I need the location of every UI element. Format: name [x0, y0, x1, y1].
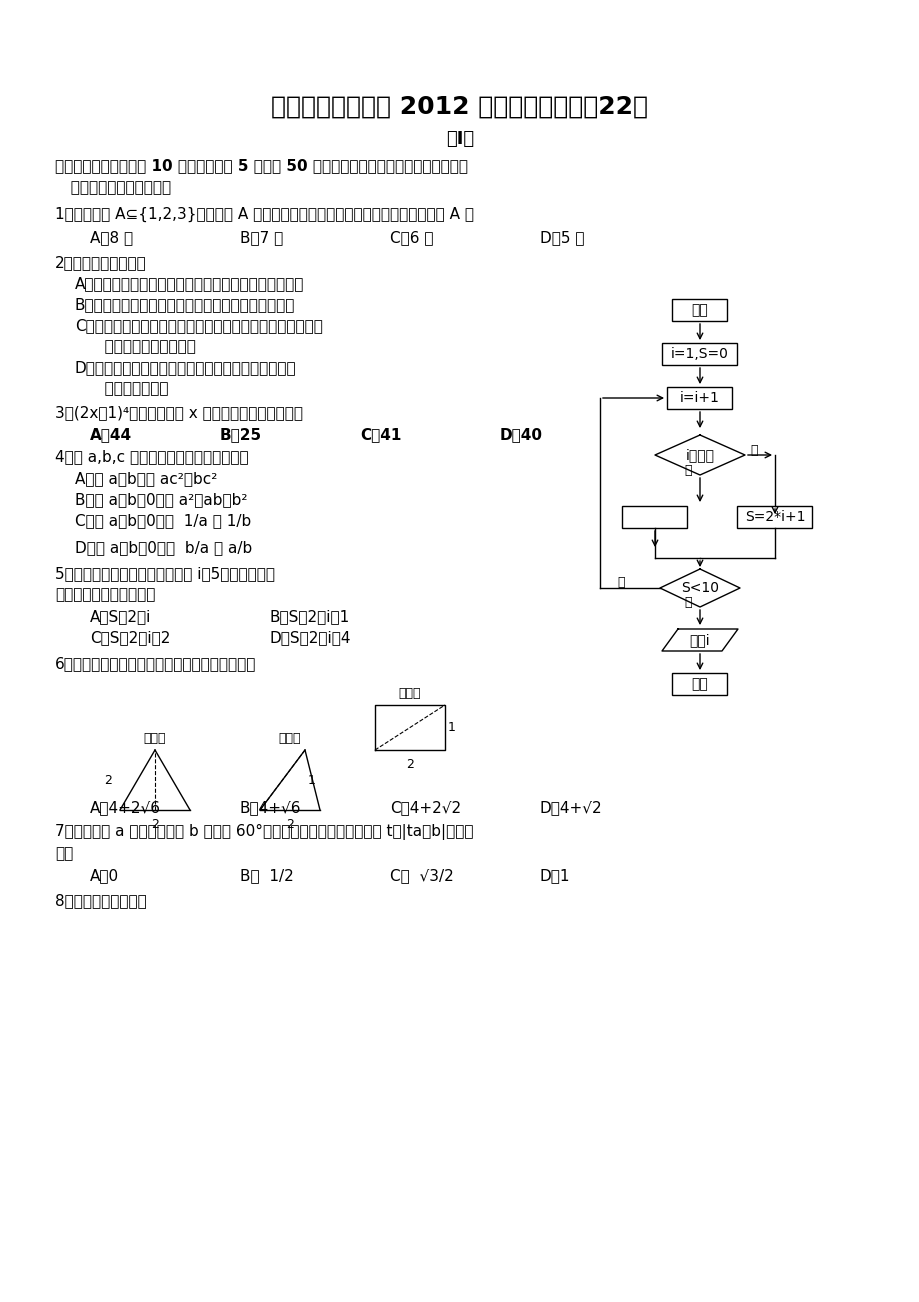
Text: C．6 个: C．6 个: [390, 230, 433, 245]
Text: 4．若 a,b,c 为实数，则下列命题正确的是: 4．若 a,b,c 为实数，则下列命题正确的是: [55, 449, 248, 464]
Text: A．若 a＞b，则 ac²＞bc²: A．若 a＞b，则 ac²＞bc²: [75, 471, 217, 486]
Text: 8．下列命题正确的是: 8．下列命题正确的是: [55, 893, 147, 907]
FancyBboxPatch shape: [672, 673, 727, 695]
Text: 直线一定平行．: 直线一定平行．: [90, 381, 168, 396]
Text: 7．已知向量 a 是与单位向量 b 夹角为 60°的任意向量，则对任意正实数 t，|ta－b|的最小: 7．已知向量 a 是与单位向量 b 夹角为 60°的任意向量，则对任意正实数 t…: [55, 824, 473, 840]
Text: 5．阅读右侧程序框图，如果输出 i＝5，那么在空白: 5．阅读右侧程序框图，如果输出 i＝5，那么在空白: [55, 566, 275, 581]
Text: 3．(2x＋1)⁴的展开式中含 x 的奇次方项的系数和等于: 3．(2x＋1)⁴的展开式中含 x 的奇次方项的系数和等于: [55, 405, 302, 421]
Text: 结束: 结束: [691, 677, 708, 691]
Text: i是奇数: i是奇数: [685, 448, 714, 462]
Text: D．4+√2: D．4+√2: [539, 799, 602, 815]
FancyBboxPatch shape: [737, 506, 811, 529]
FancyBboxPatch shape: [622, 506, 686, 529]
Text: 输出i: 输出i: [689, 633, 709, 647]
Text: 否: 否: [749, 444, 756, 457]
Text: B．7 个: B．7 个: [240, 230, 283, 245]
Text: C．4+2√2: C．4+2√2: [390, 799, 460, 815]
Text: B．  1/2: B． 1/2: [240, 868, 293, 883]
Text: A．S＝2＊i: A．S＝2＊i: [90, 609, 152, 624]
Text: i=1,S=0: i=1,S=0: [670, 348, 728, 361]
Text: 1．已知集合 A⊆{1,2,3}，且集合 A 的元素中至少含有一个奇数，则满足条件的集合 A 有: 1．已知集合 A⊆{1,2,3}，且集合 A 的元素中至少含有一个奇数，则满足条…: [55, 207, 473, 223]
Text: 1: 1: [308, 773, 315, 786]
Text: 一个是符合题目要求的．: 一个是符合题目要求的．: [55, 180, 171, 195]
Text: D．5 个: D．5 个: [539, 230, 584, 245]
Text: S=2*i+1: S=2*i+1: [744, 510, 804, 523]
Text: D．若 a＜b＜0，则  b/a ＞ a/b: D．若 a＜b＜0，则 b/a ＞ a/b: [75, 540, 252, 555]
Text: C．S＝2＊i－2: C．S＝2＊i－2: [90, 630, 170, 644]
Text: 值是: 值是: [55, 846, 74, 861]
Text: A．44: A．44: [90, 427, 132, 441]
Text: i=i+1: i=i+1: [679, 391, 720, 405]
Text: 是: 是: [617, 577, 624, 590]
Text: 第I卷: 第I卷: [446, 130, 473, 148]
Text: B．过直线外一点有且只有一个平面与已知直线垂直；: B．过直线外一点有且只有一个平面与已知直线垂直；: [75, 297, 295, 312]
Text: A．两两相交且不过同一点的三条直线必在同一平面内；: A．两两相交且不过同一点的三条直线必在同一平面内；: [75, 276, 304, 292]
Text: S<10: S<10: [680, 581, 719, 595]
FancyBboxPatch shape: [662, 342, 737, 365]
Text: 开始: 开始: [691, 303, 708, 316]
Text: C．  √3/2: C． √3/2: [390, 868, 453, 883]
Text: B．4+√6: B．4+√6: [240, 799, 301, 815]
Text: D．40: D．40: [499, 427, 542, 441]
Text: A．4+2√6: A．4+2√6: [90, 799, 161, 815]
Text: B．若 a＜b＜0，则 a²＞ab＞b²: B．若 a＜b＜0，则 a²＞ab＞b²: [75, 492, 247, 506]
Text: A．8 个: A．8 个: [90, 230, 133, 245]
Text: C．41: C．41: [359, 427, 401, 441]
Text: 一、选择题：本大题共 10 小题，每小题 5 分，共 50 分．在每小题给出的四个选项中．只有: 一、选择题：本大题共 10 小题，每小题 5 分，共 50 分．在每小题给出的四…: [55, 158, 468, 173]
Text: C．若 a＜b＜0，则  1/a ＜ 1/b: C．若 a＜b＜0，则 1/a ＜ 1/b: [75, 513, 251, 529]
Text: 正视图: 正视图: [143, 732, 166, 745]
Text: 2: 2: [286, 818, 293, 831]
Text: 2: 2: [405, 758, 414, 771]
Text: 矩形框中应填入的语句为: 矩形框中应填入的语句为: [55, 587, 155, 602]
Text: 6．一个棱锥的三视图如图，则该棱锥的全面积是: 6．一个棱锥的三视图如图，则该棱锥的全面积是: [55, 656, 256, 671]
Text: D．S＝2＊i＋4: D．S＝2＊i＋4: [269, 630, 351, 644]
Text: 否: 否: [684, 596, 691, 609]
Text: 俯视图: 俯视图: [398, 687, 421, 700]
Text: 是: 是: [684, 464, 691, 477]
FancyBboxPatch shape: [667, 387, 732, 409]
Text: A．0: A．0: [90, 868, 119, 883]
Text: D．如果两条直线和一个平面所成的角相等，则这两条: D．如果两条直线和一个平面所成的角相等，则这两条: [75, 359, 296, 375]
Text: 侧视图: 侧视图: [278, 732, 301, 745]
Text: 2: 2: [151, 818, 159, 831]
Text: 2．下列说法错误的是: 2．下列说法错误的是: [55, 255, 147, 270]
Text: 定的平面也两两垂直；: 定的平面也两两垂直；: [90, 339, 196, 354]
FancyBboxPatch shape: [672, 299, 727, 322]
Text: D．1: D．1: [539, 868, 570, 883]
Text: B．S＝2＊i－1: B．S＝2＊i－1: [269, 609, 350, 624]
Text: B．25: B．25: [220, 427, 262, 441]
Text: 1: 1: [448, 721, 456, 734]
Text: C．如果共点的三条直线两两垂直，那么它们中每两条直线确: C．如果共点的三条直线两两垂直，那么它们中每两条直线确: [75, 318, 323, 333]
Text: 四川省双流县中学 2012 级理科数学周练（22）: 四川省双流县中学 2012 级理科数学周练（22）: [271, 95, 648, 118]
Text: 2: 2: [104, 773, 112, 786]
